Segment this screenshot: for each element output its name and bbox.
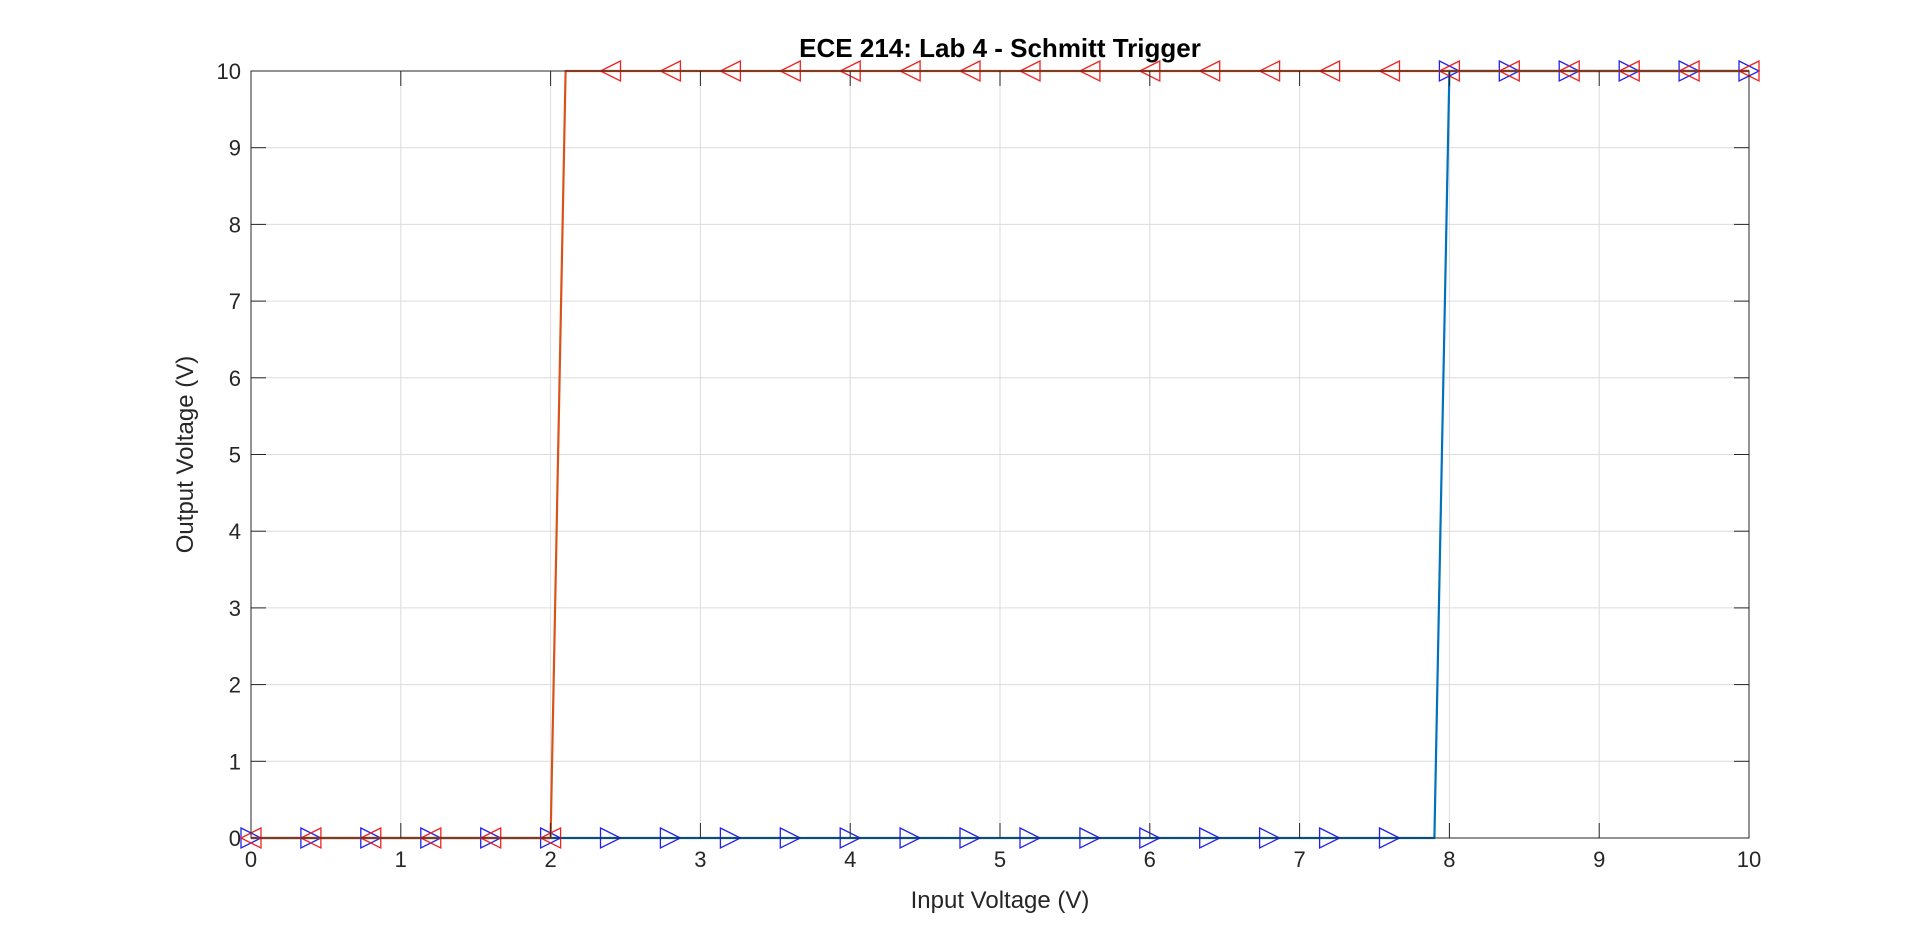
x-tick-label: 0 <box>245 847 257 872</box>
y-tick-label: 2 <box>229 673 241 698</box>
y-tick-label: 5 <box>229 443 241 468</box>
x-axis-label: Input Voltage (V) <box>911 887 1090 914</box>
y-tick-label: 7 <box>229 289 241 314</box>
y-tick-label: 10 <box>217 59 241 84</box>
x-tick-label: 9 <box>1593 847 1605 872</box>
y-tick-label: 1 <box>229 749 241 774</box>
x-tick-label: 2 <box>544 847 556 872</box>
y-tick-label: 9 <box>229 136 241 161</box>
y-tick-label: 3 <box>229 596 241 621</box>
x-tick-label: 5 <box>994 847 1006 872</box>
x-tick-label: 6 <box>1144 847 1156 872</box>
x-tick-label: 10 <box>1737 847 1761 872</box>
ticks: 0 1 2 3 4 5 6 7 8 9 10 0 1 2 3 4 5 6 7 8 9 10 <box>217 59 1762 872</box>
y-tick-label: 0 <box>229 826 241 851</box>
x-tick-label: 8 <box>1443 847 1455 872</box>
y-tick-label: 4 <box>229 519 241 544</box>
y-tick-label: 6 <box>229 366 241 391</box>
y-axis-label: Output Voltage (V) <box>172 356 199 553</box>
y-tick-label: 8 <box>229 212 241 237</box>
chart-title: ECE 214: Lab 4 - Schmitt Trigger <box>799 33 1201 63</box>
x-tick-label: 3 <box>694 847 706 872</box>
x-tick-label: 1 <box>395 847 407 872</box>
x-tick-label: 7 <box>1293 847 1305 872</box>
x-tick-label: 4 <box>844 847 856 872</box>
